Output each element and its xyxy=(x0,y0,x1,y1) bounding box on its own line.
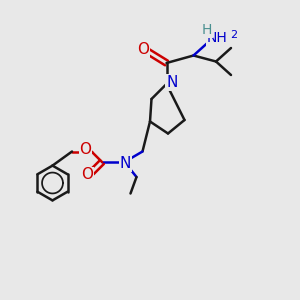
Text: O: O xyxy=(81,167,93,182)
Text: O: O xyxy=(137,42,149,57)
Text: N: N xyxy=(120,156,131,171)
Text: NH: NH xyxy=(207,32,228,45)
Text: O: O xyxy=(80,142,92,158)
Text: N: N xyxy=(166,75,178,90)
Text: 2: 2 xyxy=(230,30,238,40)
Text: H: H xyxy=(202,23,212,37)
